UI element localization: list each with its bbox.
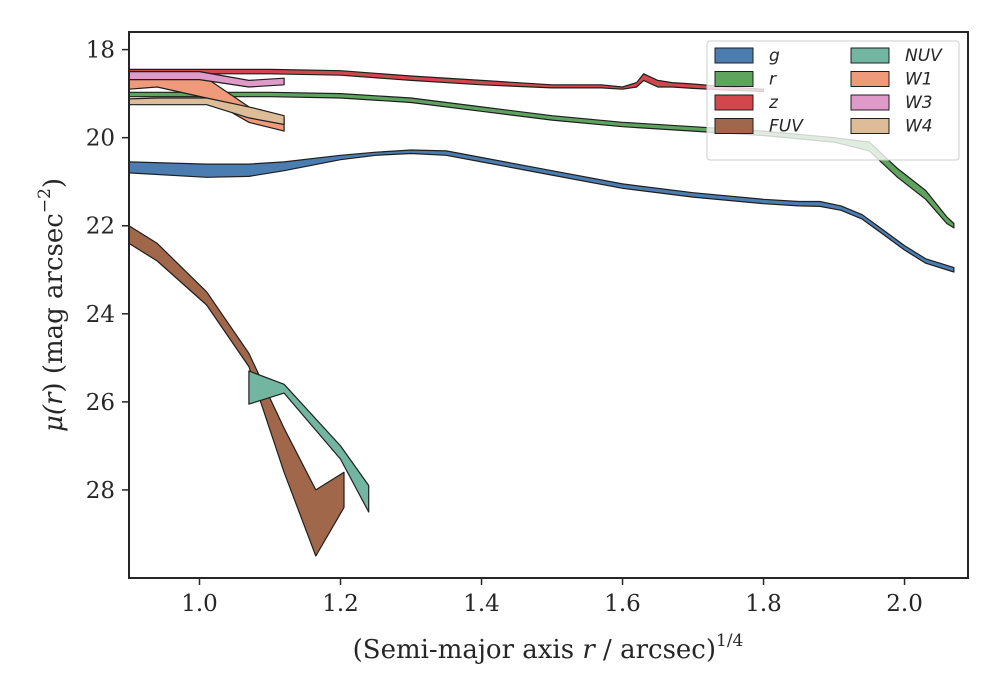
legend: grz FUV NUV W1 W3 W4	[706, 40, 960, 161]
band-nuv	[248, 370, 370, 513]
band-w3	[128, 70, 285, 88]
legend-label-fuv: FUV	[769, 117, 804, 137]
legend-swatch-w3	[850, 94, 890, 111]
y-tick-label: 28	[86, 478, 115, 504]
legend-swatch-r	[714, 71, 754, 87]
legend-label-w4: W4	[905, 117, 933, 137]
x-tick-label: 1.2	[322, 591, 359, 617]
x-tick-label: 1.4	[463, 591, 500, 617]
x-axis-ticks: 1.0 1.2 1.4 1.6 1.8 2.0	[181, 578, 923, 617]
band-r	[128, 91, 955, 229]
legend-swatch-g	[714, 47, 754, 64]
x-tick-label: 1.6	[604, 591, 641, 617]
y-axis-ticks: 18 20 22 24 26 28	[86, 38, 129, 504]
band-w4	[128, 97, 285, 126]
plot-frame	[128, 31, 969, 579]
legend-label-g: g	[769, 46, 780, 66]
legend-label-w3: W3	[905, 93, 933, 113]
legend-frame	[706, 40, 960, 161]
y-tick-label: 18	[86, 38, 115, 64]
legend-label-r: r	[769, 70, 777, 90]
x-tick-label: 2.0	[886, 591, 923, 617]
legend-swatch-w4	[850, 118, 890, 134]
legend-swatch-fuv	[714, 118, 754, 134]
band-g	[128, 149, 955, 273]
legend-swatch-w1	[850, 71, 890, 87]
band-layer	[128, 68, 955, 557]
legend-swatch-nuv	[850, 47, 890, 64]
x-tick-label: 1.0	[181, 591, 218, 617]
legend-label-z: z	[768, 93, 779, 113]
y-tick-label: 20	[86, 126, 115, 152]
y-axis-label: μ(r) (mag arcsec−2)	[35, 178, 69, 432]
legend-label-nuv: NUV	[905, 46, 943, 66]
legend-label-w1: W1	[905, 70, 933, 90]
y-tick-label: 26	[86, 390, 115, 416]
band-fuv	[128, 225, 345, 557]
y-tick-label: 24	[86, 302, 115, 328]
x-axis-label: (Semi-major axis r / arcsec)1/4	[353, 631, 744, 665]
y-tick-label: 22	[86, 214, 115, 240]
x-tick-label: 1.8	[745, 591, 782, 617]
legend-swatch-z	[714, 94, 754, 111]
